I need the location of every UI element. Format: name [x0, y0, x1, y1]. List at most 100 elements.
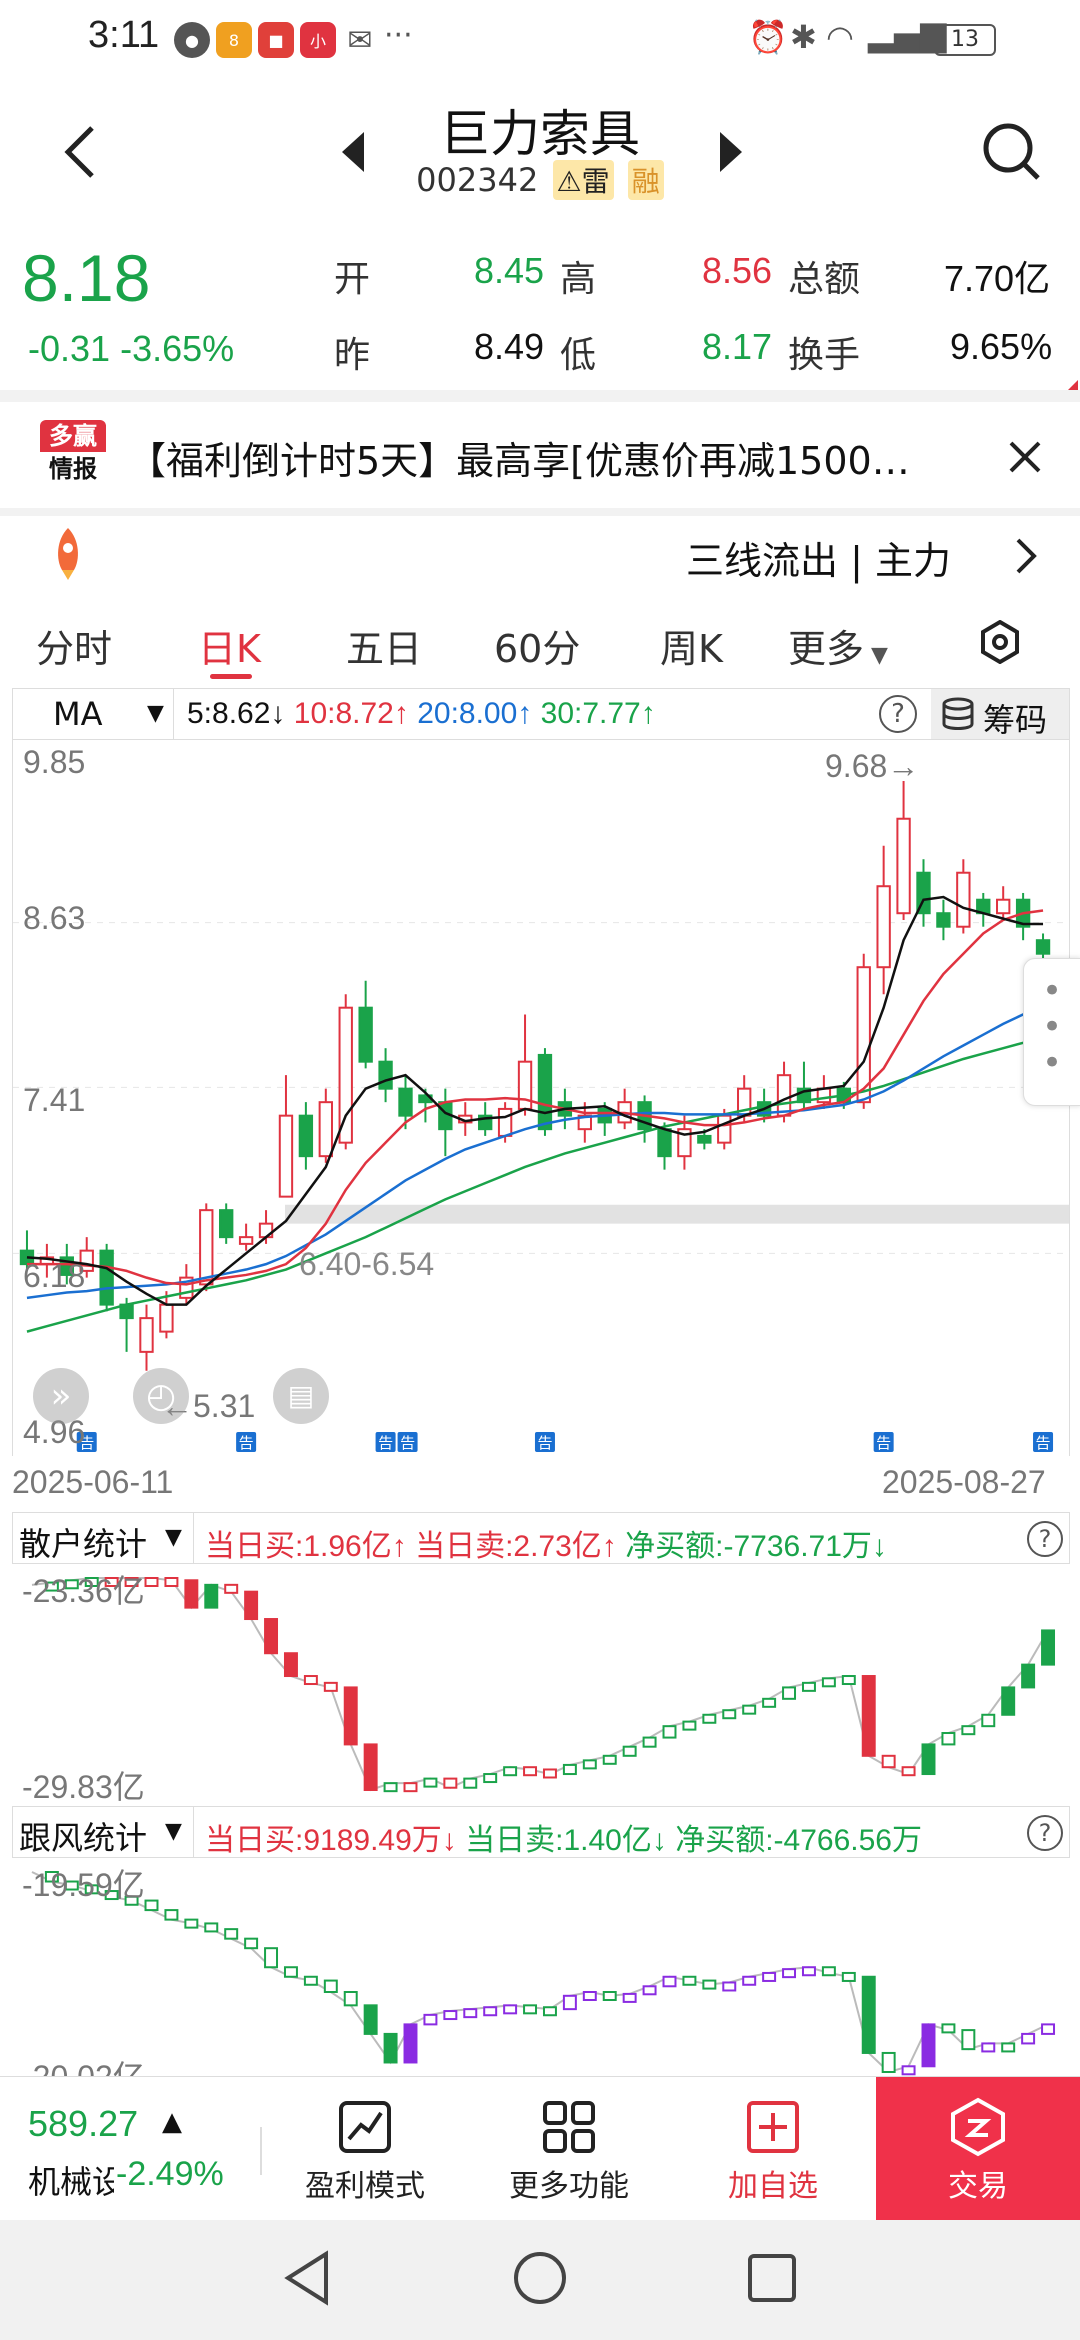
stat-box [483, 1773, 498, 1784]
stat-box [343, 1991, 358, 2007]
stat-box [64, 1880, 79, 1891]
search-icon[interactable] [980, 120, 1044, 184]
stat-box [164, 1909, 179, 1921]
margin-tag[interactable]: 融 [627, 160, 664, 200]
nav-back-icon[interactable] [282, 2250, 332, 2306]
stat-box [1041, 2023, 1056, 2035]
profit-mode-label: 盈利模式 [305, 2169, 425, 2204]
trade-button[interactable]: 交易 [876, 2077, 1080, 2221]
back-icon[interactable] [60, 122, 100, 182]
candle-body [199, 1209, 214, 1286]
stat-box [542, 1768, 557, 1779]
retail-stats-header: 散户统计 ▼ 当日买:1.96亿↑ 当日卖:2.73亿↑ 净买额:-7736.7… [12, 1512, 1070, 1564]
stat-box [283, 1966, 298, 1978]
stat-box [961, 1725, 976, 1736]
stat-box [204, 1583, 219, 1609]
follow-stats-selector[interactable]: 跟风统计 ▼ [13, 1807, 194, 1857]
notice-marker-label: 告 [1036, 1434, 1051, 1452]
settings-hex-icon[interactable] [980, 620, 1020, 664]
stat-box [164, 1577, 179, 1587]
divider [260, 2127, 262, 2175]
add-watchlist-button[interactable]: 加自选 [698, 2077, 848, 2221]
tab-daily-k[interactable]: 日K [198, 627, 261, 671]
promo-logo-top: 多赢 [40, 420, 106, 452]
retail-stats-selector[interactable]: 散户统计 ▼ [13, 1513, 194, 1563]
alarm-icon: ⏰ [748, 18, 788, 56]
notice-marker [236, 1432, 257, 1452]
notice-marker [873, 1432, 894, 1452]
notice-marker-label: 告 [239, 1434, 254, 1452]
max-price-label: 9.68→ [825, 748, 920, 784]
close-icon[interactable] [1008, 440, 1042, 474]
amount-label: 总额 [788, 259, 861, 300]
prev-stock-icon[interactable] [338, 130, 368, 174]
candle-body [896, 817, 911, 915]
notice-marker-label: 告 [876, 1434, 891, 1452]
k-line-chart[interactable]: 告告告告告告告告告 9.85 8.63 7.41 6.18 4.96 9.68→… [12, 738, 1080, 1456]
min-price-label: ←5.31 [161, 1388, 256, 1424]
candle-body [99, 1249, 114, 1306]
stock-header: 巨力索具 002342 ⚠雷 融 [0, 84, 1080, 220]
sector-name: 机械设备 [28, 2163, 114, 2201]
last-price: 8.18 [22, 241, 151, 315]
plus-box-icon [747, 2101, 799, 2153]
fund-flow-row[interactable]: 三线流出 | 主力 [0, 520, 1080, 592]
stat-box [861, 1975, 876, 2054]
stat-box [622, 1745, 637, 1757]
risk-tag[interactable]: ⚠雷 [552, 160, 614, 200]
stat-box [383, 1782, 398, 1793]
promo-banner[interactable]: 多赢 情报 【福利倒计时5天】最高享[优惠价再减1500… [0, 400, 1080, 510]
rocket-icon [58, 528, 78, 580]
sector-index[interactable]: 589.27 ▲ 机械设备 -2.49% [0, 2077, 260, 2221]
expand-icon[interactable]: » [33, 1368, 89, 1424]
nav-home-icon[interactable] [512, 2250, 568, 2306]
candle-body [916, 871, 931, 915]
help-icon[interactable]: ? [1027, 1815, 1063, 1851]
stat-box [483, 2006, 498, 2017]
follow-stats-chart[interactable]: -19.59亿 -20.02亿 [12, 1856, 1068, 2076]
candle-body [677, 1128, 692, 1158]
tab-more[interactable]: 更多 ▼ [788, 618, 888, 673]
retail-stats-title: 散户统计 [19, 1525, 148, 1563]
stat-box [921, 1743, 936, 1776]
follow-stats-header: 跟风统计 ▼ 当日买:9189.49万↓ 当日卖:1.40亿↓ 净买额:-476… [12, 1806, 1070, 1858]
follow-top-label: -19.59亿 [22, 1867, 145, 1903]
follow-stats-title: 跟风统计 [19, 1819, 148, 1857]
retail-buy: 当日买:1.96亿↑ [205, 1530, 407, 1563]
system-nav-bar [0, 2220, 1080, 2340]
side-menu-handle[interactable]: • • • [1023, 958, 1080, 1106]
ma-indicator-bar: MA ▼ 5:8.62↓ 10:8.72↑ 20:8.00↑ 30:7.77↑ … [12, 688, 1070, 740]
chevron-right-icon[interactable] [1014, 536, 1038, 576]
tab-60min[interactable]: 60分 [494, 627, 581, 671]
stat-box [881, 1754, 896, 1769]
tab-five-day[interactable]: 五日 [346, 627, 423, 671]
candle-body [577, 1114, 592, 1131]
stat-box [124, 1895, 139, 1906]
stat-box [941, 2023, 956, 2034]
profit-mode-button[interactable]: 盈利模式 [290, 2077, 440, 2221]
stat-box [981, 2042, 996, 2053]
stat-box [582, 1991, 597, 2001]
help-icon[interactable]: ? [1027, 1521, 1063, 1557]
ma30-value: 30:7.77↑ [540, 697, 656, 730]
retail-sell: 当日卖:2.73亿↑ [415, 1530, 617, 1563]
stat-box [523, 1766, 538, 1777]
stat-box [124, 1577, 139, 1587]
dropdown-icon: ▼ [165, 1819, 182, 1844]
draw-tool-icon[interactable]: ▤ [273, 1368, 329, 1424]
y-axis-label: 6.18 [23, 1258, 86, 1294]
indicator-selector[interactable]: MA ▼ [13, 689, 174, 739]
tab-intraday[interactable]: 分时 [36, 627, 113, 671]
help-icon[interactable]: ? [879, 695, 917, 733]
retail-stats-chart[interactable]: -23.36亿 -29.83亿 [12, 1562, 1068, 1814]
replay-icon[interactable]: ◴ [133, 1368, 189, 1424]
date-end: 2025-08-27 [882, 1464, 1046, 1500]
next-stock-icon[interactable] [716, 130, 746, 174]
sector-index-value: 589.27 [28, 2103, 139, 2144]
nav-recents-icon[interactable] [746, 2252, 798, 2304]
chips-button[interactable]: 筹码 [931, 689, 1069, 739]
stat-box [44, 1871, 59, 1883]
stat-box [363, 2004, 378, 2035]
more-functions-button[interactable]: 更多功能 [494, 2077, 644, 2221]
tab-weekly-k[interactable]: 周K [660, 627, 723, 671]
